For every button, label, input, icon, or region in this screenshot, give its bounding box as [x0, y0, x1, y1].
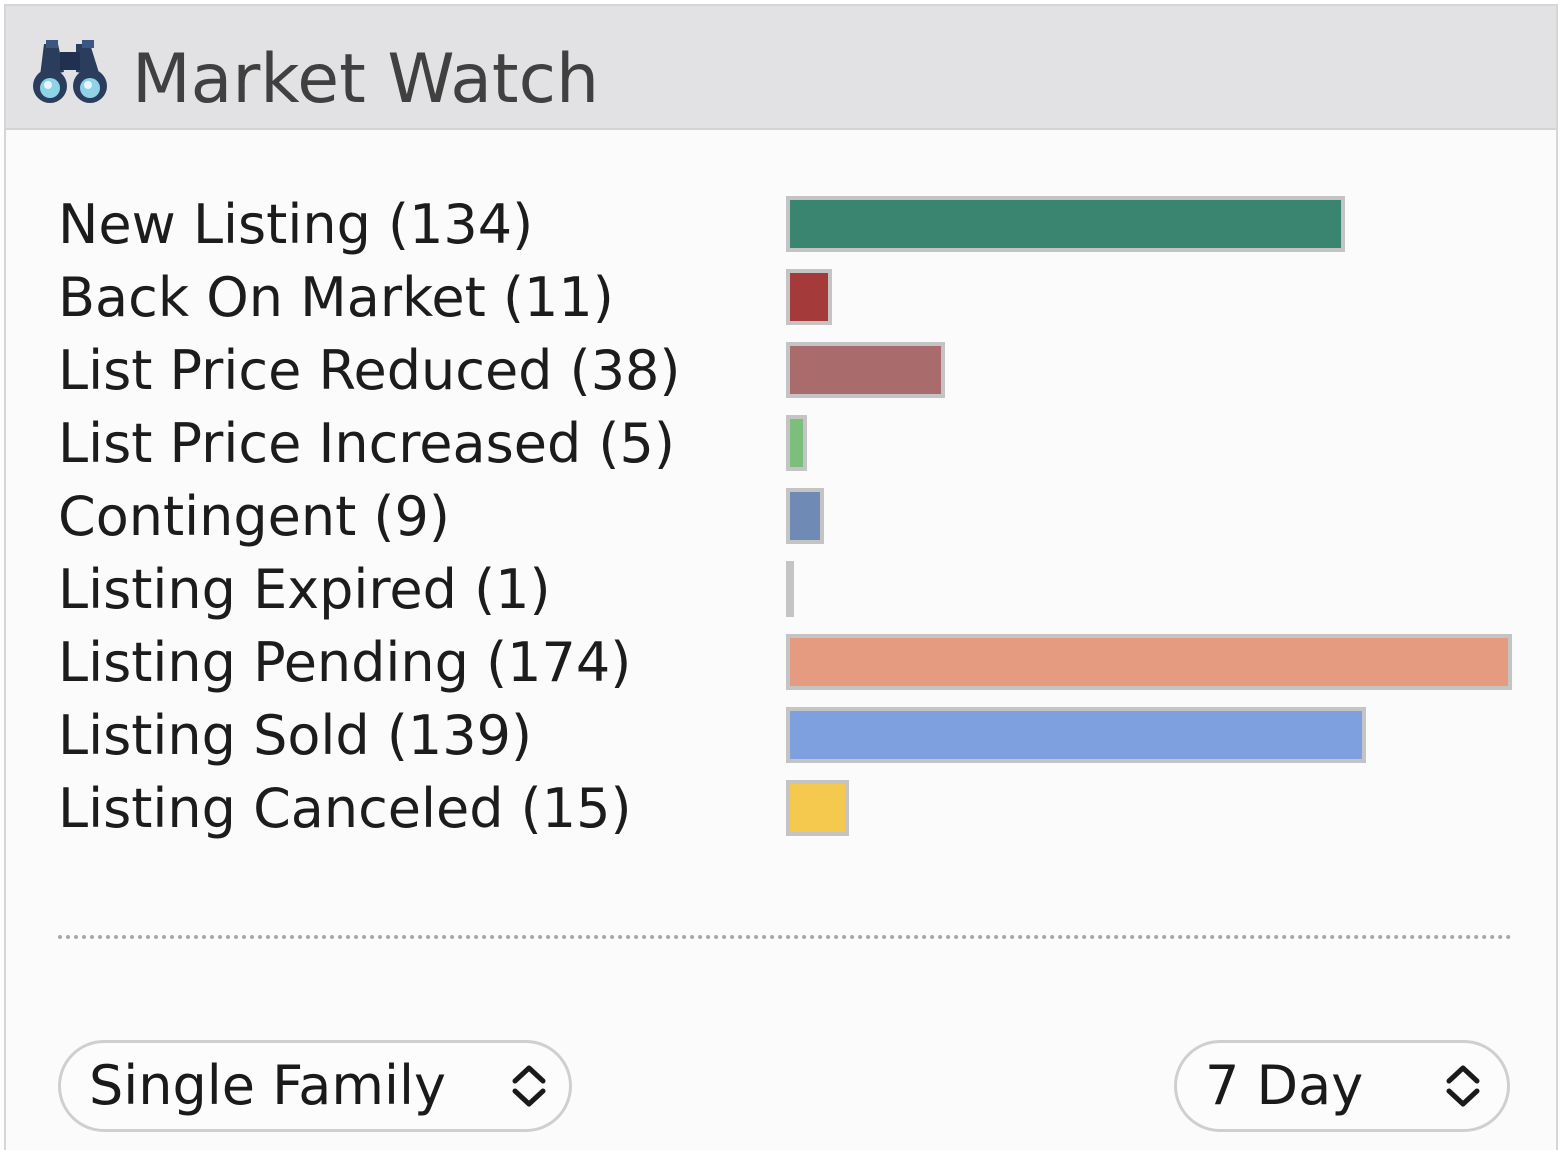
market-row-listing-expired[interactable]: Listing Expired (1) [6, 553, 1556, 626]
bar-track [786, 415, 1512, 471]
market-row-label[interactable]: Listing Expired (1) [58, 558, 551, 621]
divider [58, 935, 1512, 939]
market-row-new-listing[interactable]: New Listing (134) [6, 188, 1556, 261]
bar-list-price-reduced [786, 342, 945, 398]
bar-contingent [786, 488, 824, 544]
period-value: 7 Day [1205, 1054, 1364, 1117]
bar-track [786, 269, 1512, 325]
market-row-listing-sold[interactable]: Listing Sold (139) [6, 699, 1556, 772]
bar-back-on-market [786, 269, 832, 325]
market-row-list-price-reduced[interactable]: List Price Reduced (38) [6, 334, 1556, 407]
property-type-select[interactable]: Single Family [58, 1040, 572, 1132]
bar-track [786, 707, 1512, 763]
bar-list-price-increased [786, 415, 807, 471]
panel-title: Market Watch [132, 40, 600, 119]
period-select[interactable]: 7 Day [1174, 1040, 1510, 1132]
market-watch-panel: Market Watch New Listing (134) Back On Ma… [4, 4, 1558, 1150]
market-row-label[interactable]: Listing Pending (174) [58, 631, 632, 694]
up-down-chevron-icon [512, 1065, 546, 1107]
market-row-label[interactable]: Contingent (9) [58, 485, 450, 548]
market-row-label[interactable]: Listing Canceled (15) [58, 777, 632, 840]
market-row-contingent[interactable]: Contingent (9) [6, 480, 1556, 553]
up-down-chevron-icon [1446, 1065, 1480, 1107]
bar-track [786, 342, 1512, 398]
binoculars-icon [33, 40, 107, 103]
market-row-listing-canceled[interactable]: Listing Canceled (15) [6, 772, 1556, 845]
bar-new-listing [786, 196, 1345, 252]
market-row-label[interactable]: Listing Sold (139) [58, 704, 533, 767]
market-row-label[interactable]: New Listing (134) [58, 193, 534, 256]
bar-listing-canceled [786, 780, 849, 836]
market-row-listing-pending[interactable]: Listing Pending (174) [6, 626, 1556, 699]
bar-listing-expired [786, 561, 794, 617]
bar-listing-pending [786, 634, 1512, 690]
market-row-label[interactable]: List Price Increased (5) [58, 412, 675, 475]
bar-track [786, 488, 1512, 544]
market-row-back-on-market[interactable]: Back On Market (11) [6, 261, 1556, 334]
market-row-list-price-increased[interactable]: List Price Increased (5) [6, 407, 1556, 480]
bar-track [786, 634, 1512, 690]
bar-track [786, 196, 1512, 252]
property-type-value: Single Family [89, 1054, 446, 1117]
panel-header: Market Watch [6, 6, 1556, 130]
market-row-label[interactable]: List Price Reduced (38) [58, 339, 681, 402]
bar-listing-sold [786, 707, 1366, 763]
bar-track [786, 561, 1512, 617]
market-row-label[interactable]: Back On Market (11) [58, 266, 614, 329]
bar-track [786, 780, 1512, 836]
